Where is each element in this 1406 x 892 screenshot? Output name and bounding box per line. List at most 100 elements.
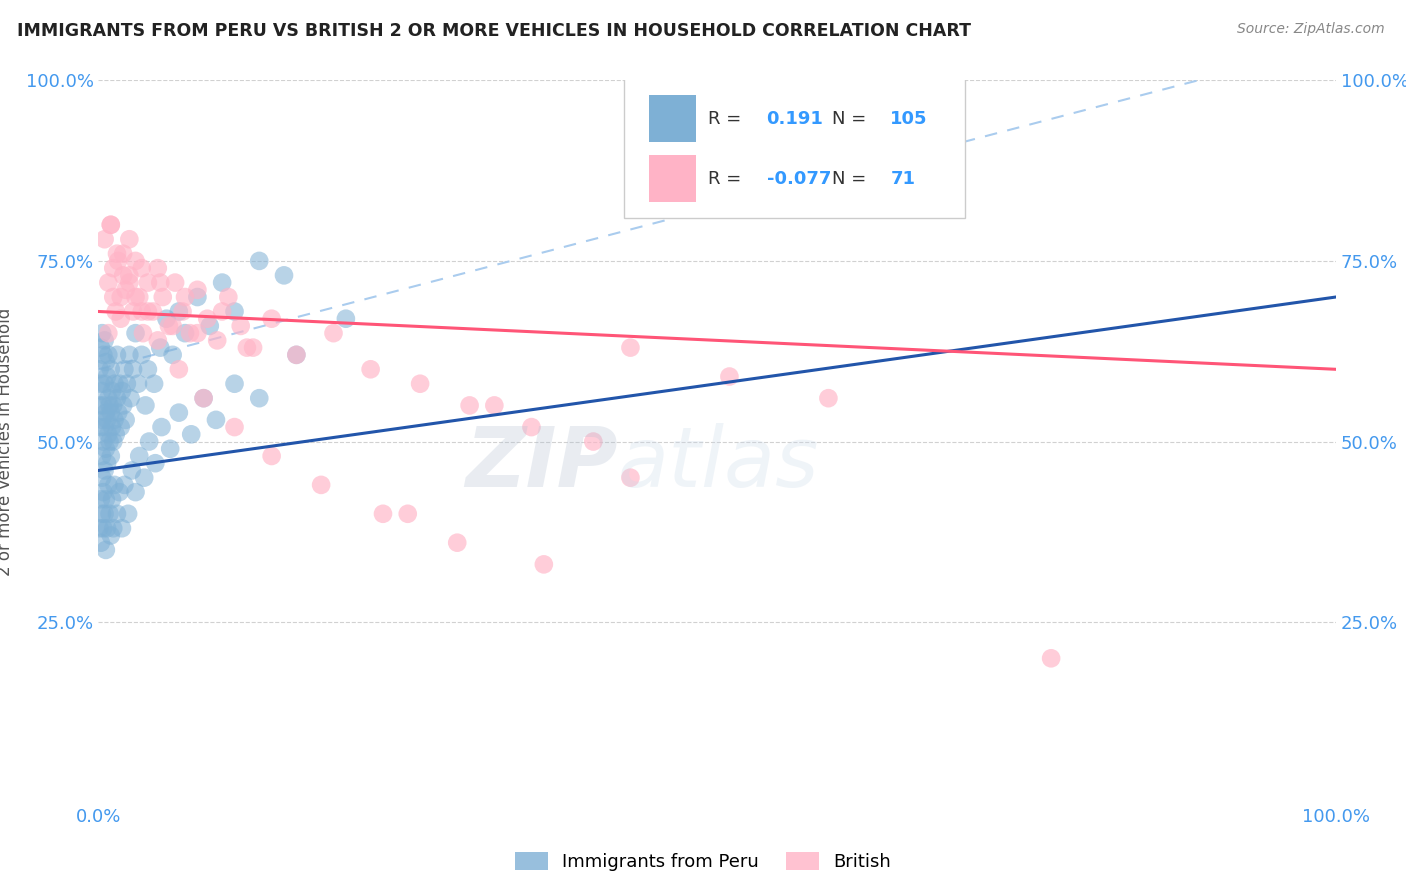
Point [186,283,208,297]
Point [132,326,155,340]
Text: R =: R = [709,169,748,187]
Point [93,507,115,521]
Point [122,304,145,318]
Point [155,311,177,326]
Point [124,485,146,500]
Point [93,334,115,348]
Point [103,478,125,492]
Point [152,290,174,304]
Point [229,318,252,333]
Point [149,341,172,355]
Point [118,268,141,283]
Point [91,413,114,427]
Point [105,348,128,362]
Point [167,304,190,318]
Point [94,442,117,456]
Point [96,456,118,470]
Point [94,355,117,369]
Point [186,326,208,340]
Point [103,413,125,427]
Point [131,261,153,276]
Point [143,456,166,470]
Point [195,311,218,326]
Point [242,341,264,355]
Point [89,521,111,535]
Point [217,290,239,304]
Point [138,434,160,449]
Point [101,420,124,434]
Point [180,427,202,442]
Point [101,492,124,507]
Point [97,427,120,442]
Point [446,535,468,549]
Point [97,478,120,492]
Point [108,485,131,500]
Point [211,304,233,318]
Point [108,376,131,391]
Point [114,283,136,297]
Point [96,521,118,535]
Point [91,470,114,484]
Point [112,268,135,283]
Point [136,362,159,376]
Point [104,427,127,442]
Point [193,391,215,405]
Point [179,326,201,340]
Point [96,413,118,427]
Point [619,341,641,355]
Point [101,384,124,398]
Point [205,334,228,348]
Point [115,376,138,391]
Point [520,420,543,434]
Point [193,391,215,405]
Point [409,376,432,391]
Point [167,406,190,420]
Point [136,304,159,318]
Text: IMMIGRANTS FROM PERU VS BRITISH 2 OR MORE VEHICLES IN HOUSEHOLD CORRELATION CHAR: IMMIGRANTS FROM PERU VS BRITISH 2 OR MOR… [17,22,972,40]
Point [484,398,506,412]
Point [96,369,118,384]
Point [89,398,111,412]
Point [103,434,125,449]
Point [127,376,149,391]
Point [322,326,344,340]
Point [533,558,555,572]
Point [110,290,132,304]
Point [120,391,142,405]
Point [97,348,120,362]
Point [93,434,115,449]
Point [103,521,125,535]
Point [91,384,114,398]
Point [100,528,122,542]
Point [211,276,233,290]
Y-axis label: 2 or more Vehicles in Household: 2 or more Vehicles in Household [0,308,14,575]
Point [165,276,187,290]
Point [100,218,122,232]
Point [105,391,128,405]
Point [186,290,208,304]
Point [110,420,132,434]
Point [198,318,221,333]
Point [162,348,184,362]
Point [205,413,228,427]
Point [97,276,120,290]
Point [89,362,111,376]
Point [103,261,125,276]
FancyBboxPatch shape [624,77,965,218]
Point [100,362,122,376]
Text: ZIP: ZIP [465,423,619,504]
Point [128,449,150,463]
Text: 71: 71 [890,169,915,187]
Point [112,478,135,492]
Point [93,420,115,434]
Point [93,398,115,412]
Point [128,290,150,304]
Point [247,253,270,268]
Point [260,449,283,463]
Point [172,304,194,318]
Point [93,521,115,535]
Point [150,420,173,434]
Point [146,334,169,348]
Text: -0.077: -0.077 [766,169,831,187]
Point [90,420,112,434]
